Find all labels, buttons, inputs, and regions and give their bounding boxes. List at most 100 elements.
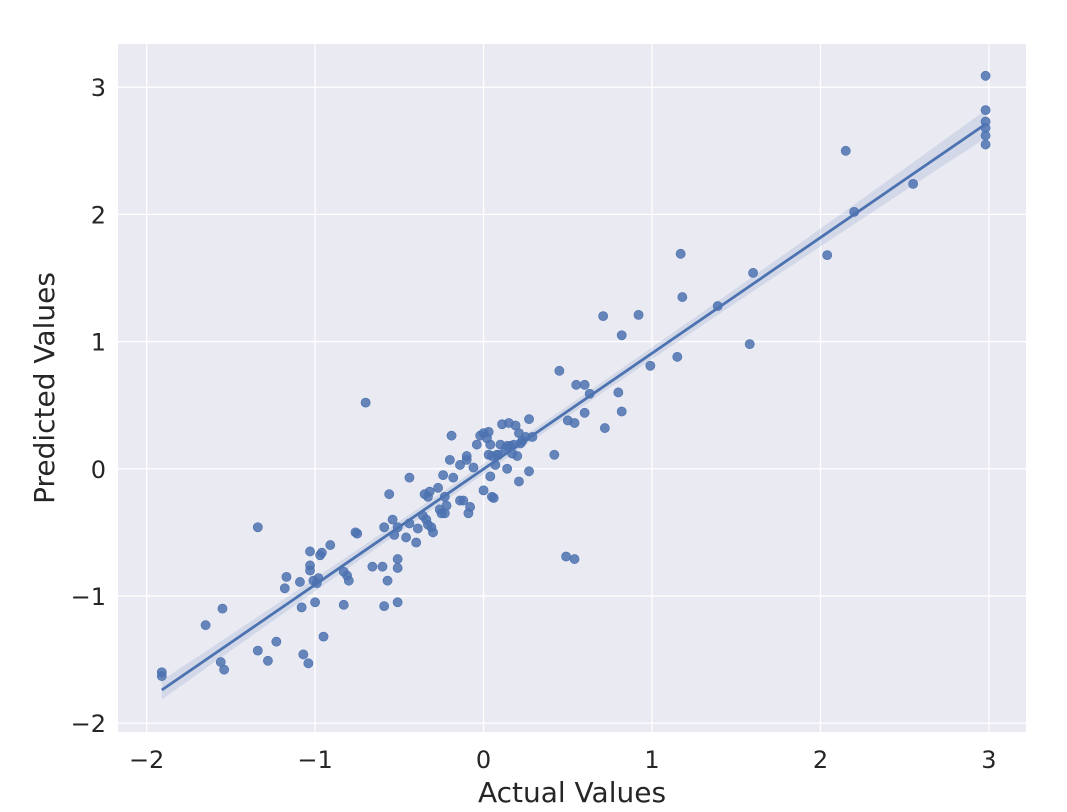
data-point (461, 451, 472, 461)
data-point (598, 311, 609, 322)
data-point (433, 482, 443, 493)
data-point (485, 439, 496, 450)
data-point (392, 563, 403, 573)
x-tick-label: 3 (981, 746, 996, 774)
y-tick-label: −2 (71, 710, 106, 738)
x-tick-label: 1 (644, 746, 659, 774)
data-point (549, 449, 560, 460)
data-point (524, 466, 534, 477)
data-point (271, 636, 282, 647)
data-point (303, 658, 314, 669)
data-point (675, 248, 686, 259)
data-point (217, 603, 228, 614)
data-point (200, 620, 211, 631)
data-point (392, 597, 403, 608)
data-point (616, 406, 627, 417)
data-point (468, 462, 479, 473)
data-point (404, 472, 415, 483)
data-point (448, 472, 459, 483)
data-point (980, 130, 991, 141)
data-point (338, 599, 349, 610)
y-tick-label: −1 (71, 583, 106, 611)
data-point (281, 571, 292, 582)
data-point (305, 565, 315, 576)
data-point (840, 145, 851, 156)
data-point (744, 339, 755, 350)
data-point (908, 178, 919, 189)
data-point (512, 451, 523, 461)
data-point (360, 397, 371, 408)
data-point (478, 485, 489, 496)
data-point (318, 631, 329, 642)
x-tick-label: 0 (476, 746, 491, 774)
data-point (438, 470, 449, 481)
data-point (822, 250, 833, 261)
data-point (599, 423, 610, 433)
y-tick-label: 2 (91, 201, 106, 229)
data-point (569, 554, 580, 564)
data-point (379, 522, 390, 533)
data-point (352, 528, 363, 539)
data-point (298, 649, 309, 660)
data-point (411, 537, 422, 548)
data-point (569, 418, 580, 428)
y-axis-label: Predicted Values (28, 272, 61, 504)
data-point (471, 439, 482, 450)
data-point (379, 601, 390, 611)
data-point (428, 527, 438, 538)
data-points (156, 70, 991, 681)
data-point (401, 532, 411, 543)
x-tick-label: 2 (813, 746, 828, 774)
data-point (465, 502, 475, 512)
data-point (633, 309, 644, 320)
data-point (514, 476, 524, 487)
data-point (424, 486, 435, 497)
data-point (367, 561, 378, 572)
data-point (252, 645, 263, 656)
data-point (310, 597, 320, 608)
data-point (444, 454, 455, 465)
y-tick-label: 3 (91, 74, 106, 102)
data-point (156, 671, 167, 681)
data-point (219, 664, 230, 675)
data-point (554, 365, 565, 376)
data-point (441, 500, 452, 511)
data-point (296, 602, 307, 613)
x-tick-label: −2 (129, 746, 164, 774)
data-point (392, 554, 403, 564)
data-point (579, 407, 590, 418)
data-point (677, 292, 688, 302)
data-point (561, 551, 572, 562)
data-point (455, 460, 465, 470)
y-tick-label: 0 (91, 456, 106, 484)
data-point (616, 330, 627, 341)
y-tick-label: 1 (91, 329, 106, 357)
confidence-band (161, 110, 986, 700)
x-axis-label: Actual Values (478, 776, 666, 809)
data-point (980, 139, 991, 150)
data-point (412, 523, 423, 534)
data-point (446, 430, 457, 441)
data-point (672, 351, 683, 362)
data-point (279, 583, 290, 594)
data-point (980, 105, 991, 116)
data-point (343, 575, 354, 586)
data-point (325, 540, 336, 550)
data-point (524, 414, 534, 425)
grid (118, 44, 1026, 732)
data-point (252, 522, 263, 533)
data-point (458, 495, 469, 506)
regression-line (161, 122, 987, 692)
data-point (483, 426, 494, 437)
data-point (263, 655, 273, 666)
data-point (748, 268, 758, 278)
data-point (305, 546, 315, 557)
data-point (387, 514, 398, 525)
x-tick-label: −1 (297, 746, 332, 774)
data-point (488, 493, 499, 503)
data-point (645, 360, 656, 371)
data-point (382, 575, 393, 586)
data-point (613, 387, 624, 398)
data-point (315, 550, 326, 561)
